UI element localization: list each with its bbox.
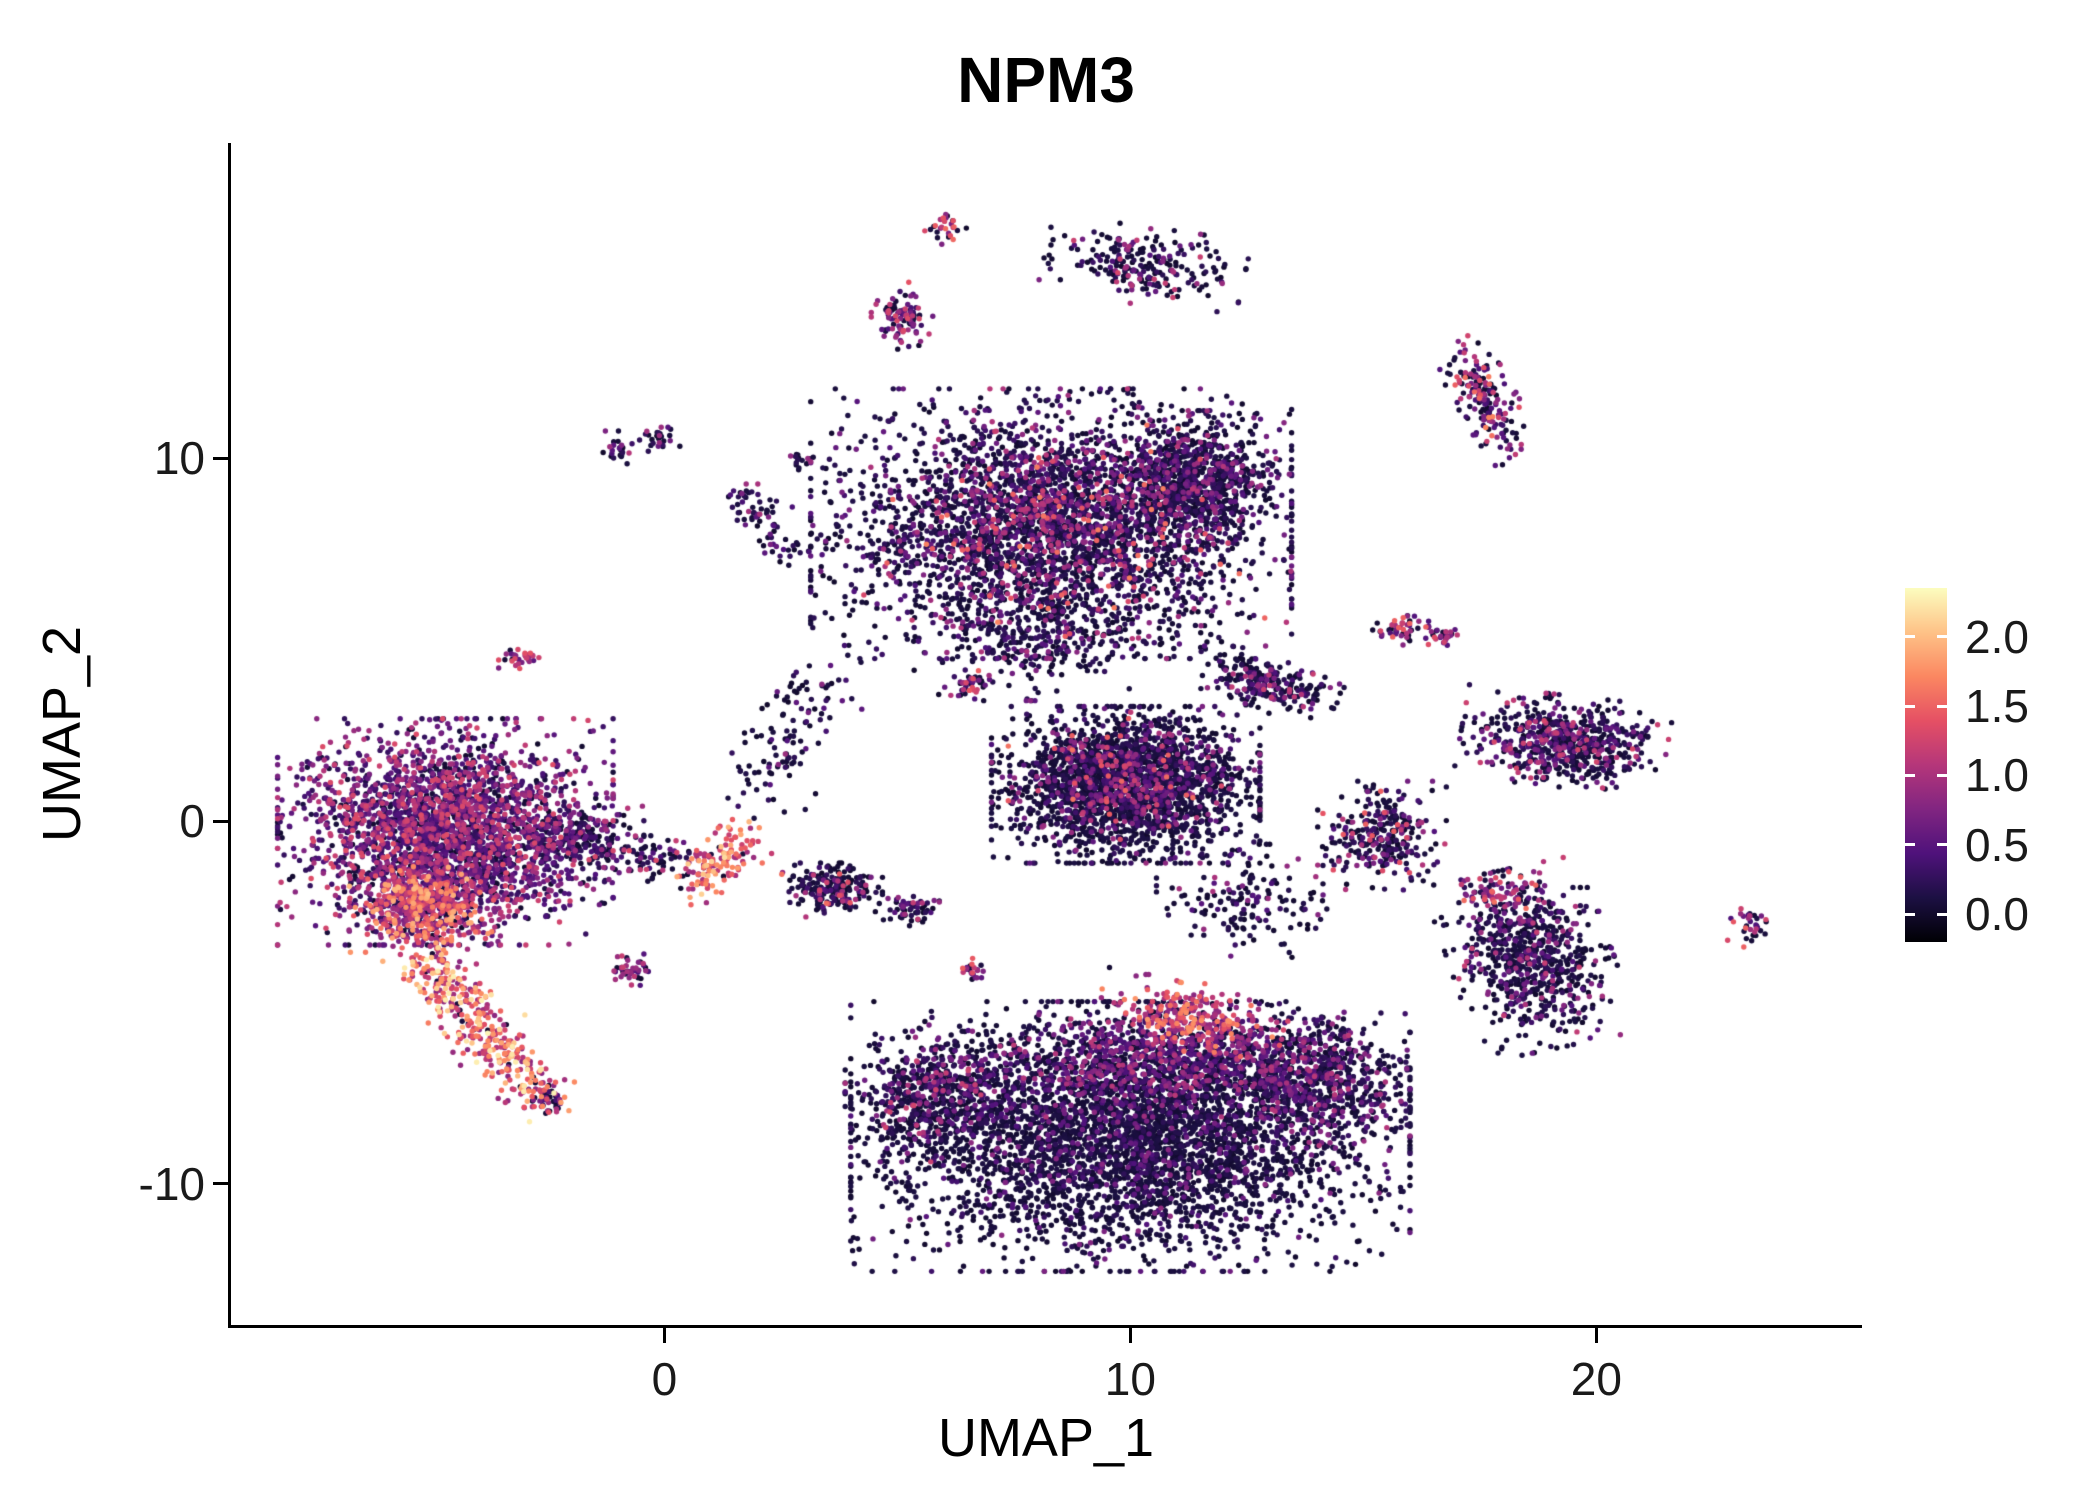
legend-colorbar-tick — [1937, 912, 1947, 916]
y-tick-label: -10 — [138, 1157, 205, 1210]
legend-colorbar-tick — [1905, 704, 1915, 708]
legend-tick-label: 1.5 — [1965, 680, 2029, 732]
x-tick-mark — [1128, 1328, 1132, 1343]
y-tick-mark — [213, 819, 228, 823]
legend-tick-label: 0.0 — [1965, 888, 2029, 941]
legend-colorbar-tick — [1905, 635, 1915, 639]
y-axis-line — [228, 143, 231, 1328]
x-axis-title: UMAP_1 — [937, 1408, 1155, 1468]
x-axis-line — [228, 1325, 1862, 1328]
y-tick-label: 0 — [179, 795, 205, 848]
x-tick-mark — [1594, 1328, 1598, 1343]
legend-colorbar-tick — [1937, 773, 1947, 777]
plot-title: NPM3 — [957, 44, 1135, 116]
legend-colorbar-tick — [1937, 704, 1947, 708]
x-tick-label: 10 — [1104, 1353, 1156, 1405]
y-tick-mark — [213, 1182, 228, 1186]
y-axis-title: UMAP_2 — [32, 625, 92, 843]
x-tick-mark — [662, 1328, 666, 1343]
legend-colorbar-tick — [1937, 843, 1947, 847]
legend-colorbar-tick — [1937, 635, 1947, 639]
legend-colorbar — [1905, 588, 1947, 942]
legend-tick-label: 0.5 — [1965, 818, 2029, 871]
legend-tick-label: 2.0 — [1965, 610, 2029, 663]
y-tick-label: 10 — [153, 432, 205, 485]
legend-tick-label: 1.0 — [1965, 749, 2029, 802]
x-tick-label: 0 — [651, 1353, 678, 1405]
legend-colorbar-tick — [1905, 843, 1915, 847]
y-tick-mark — [213, 456, 228, 460]
legend-colorbar-tick — [1905, 773, 1915, 777]
x-tick-label: 20 — [1570, 1353, 1622, 1405]
legend-colorbar-tick — [1905, 912, 1915, 916]
